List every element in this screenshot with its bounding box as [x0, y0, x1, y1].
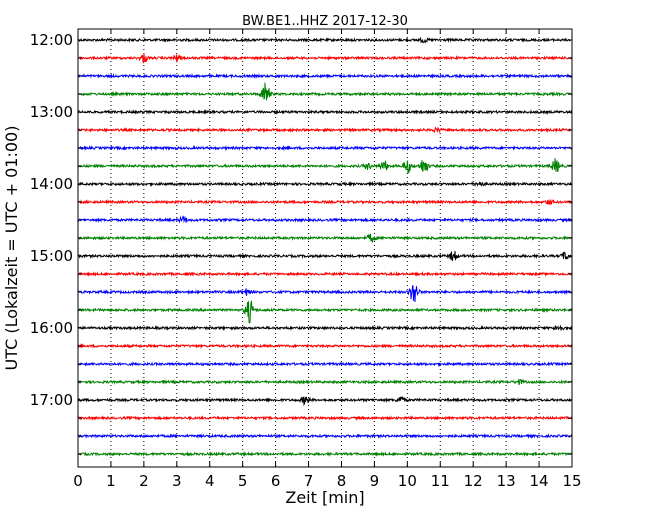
- axis-ticks: 0 1 2 3 4 5 6 7 8 9 10 11 12 13 14 1512:0013:0014:0015:…: [30, 29, 582, 490]
- x-tick-label: 11: [431, 472, 450, 490]
- chart-title: BW.BE1..HHZ 2017-12-30: [242, 14, 408, 29]
- x-tick-label: 3: [172, 472, 182, 490]
- x-tick-label: 15: [562, 472, 581, 490]
- plot-frame: [77, 28, 573, 468]
- x-tick-label: 8: [337, 472, 347, 490]
- trace-line: [77, 180, 573, 187]
- trace-line: [77, 233, 573, 243]
- trace-line: [77, 198, 573, 206]
- trace-line: [77, 324, 573, 332]
- y-tick-label: 17:00: [30, 391, 73, 409]
- trace-line: [77, 451, 573, 458]
- trace-line: [77, 145, 573, 152]
- trace-line: [77, 109, 573, 116]
- trace-line: [77, 270, 573, 278]
- x-tick-label: 5: [238, 472, 248, 490]
- y-tick-label: 16:00: [30, 319, 73, 337]
- trace-line: [77, 299, 573, 324]
- y-tick-label: 15:00: [30, 247, 73, 265]
- x-tick-label: 2: [139, 472, 149, 490]
- trace-line: [77, 433, 573, 439]
- trace-line: [77, 127, 573, 134]
- y-tick-label: 14:00: [30, 175, 73, 193]
- trace-line: [77, 215, 573, 224]
- x-tick-label: 14: [530, 472, 549, 490]
- x-tick-label: 7: [304, 472, 314, 490]
- x-tick-label: 10: [398, 472, 417, 490]
- x-tick-label: 0: [73, 472, 83, 490]
- trace-line: [77, 82, 573, 101]
- trace-line: [77, 73, 573, 80]
- trace-line: [77, 415, 573, 421]
- x-tick-label: 1: [106, 472, 116, 490]
- y-tick-label: 12:00: [30, 31, 73, 49]
- trace-line: [77, 251, 573, 262]
- trace-line: [77, 53, 573, 64]
- x-axis-label: Zeit [min]: [285, 488, 364, 507]
- trace-line: [77, 343, 573, 349]
- trace-lines: [77, 36, 573, 458]
- x-tick-label: 13: [497, 472, 516, 490]
- x-tick-label: 12: [464, 472, 483, 490]
- trace-line: [77, 158, 573, 174]
- y-axis-label: UTC (Lokalzeit = UTC + 01:00): [2, 126, 21, 371]
- trace-line: [77, 361, 573, 367]
- trace-line: [77, 285, 573, 302]
- x-tick-label: 9: [370, 472, 380, 490]
- x-tick-label: 6: [271, 472, 281, 490]
- y-tick-label: 13:00: [30, 103, 73, 121]
- x-tick-label: 4: [205, 472, 215, 490]
- trace-line: [77, 378, 573, 386]
- trace-line: [77, 36, 573, 44]
- trace-line: [77, 395, 573, 407]
